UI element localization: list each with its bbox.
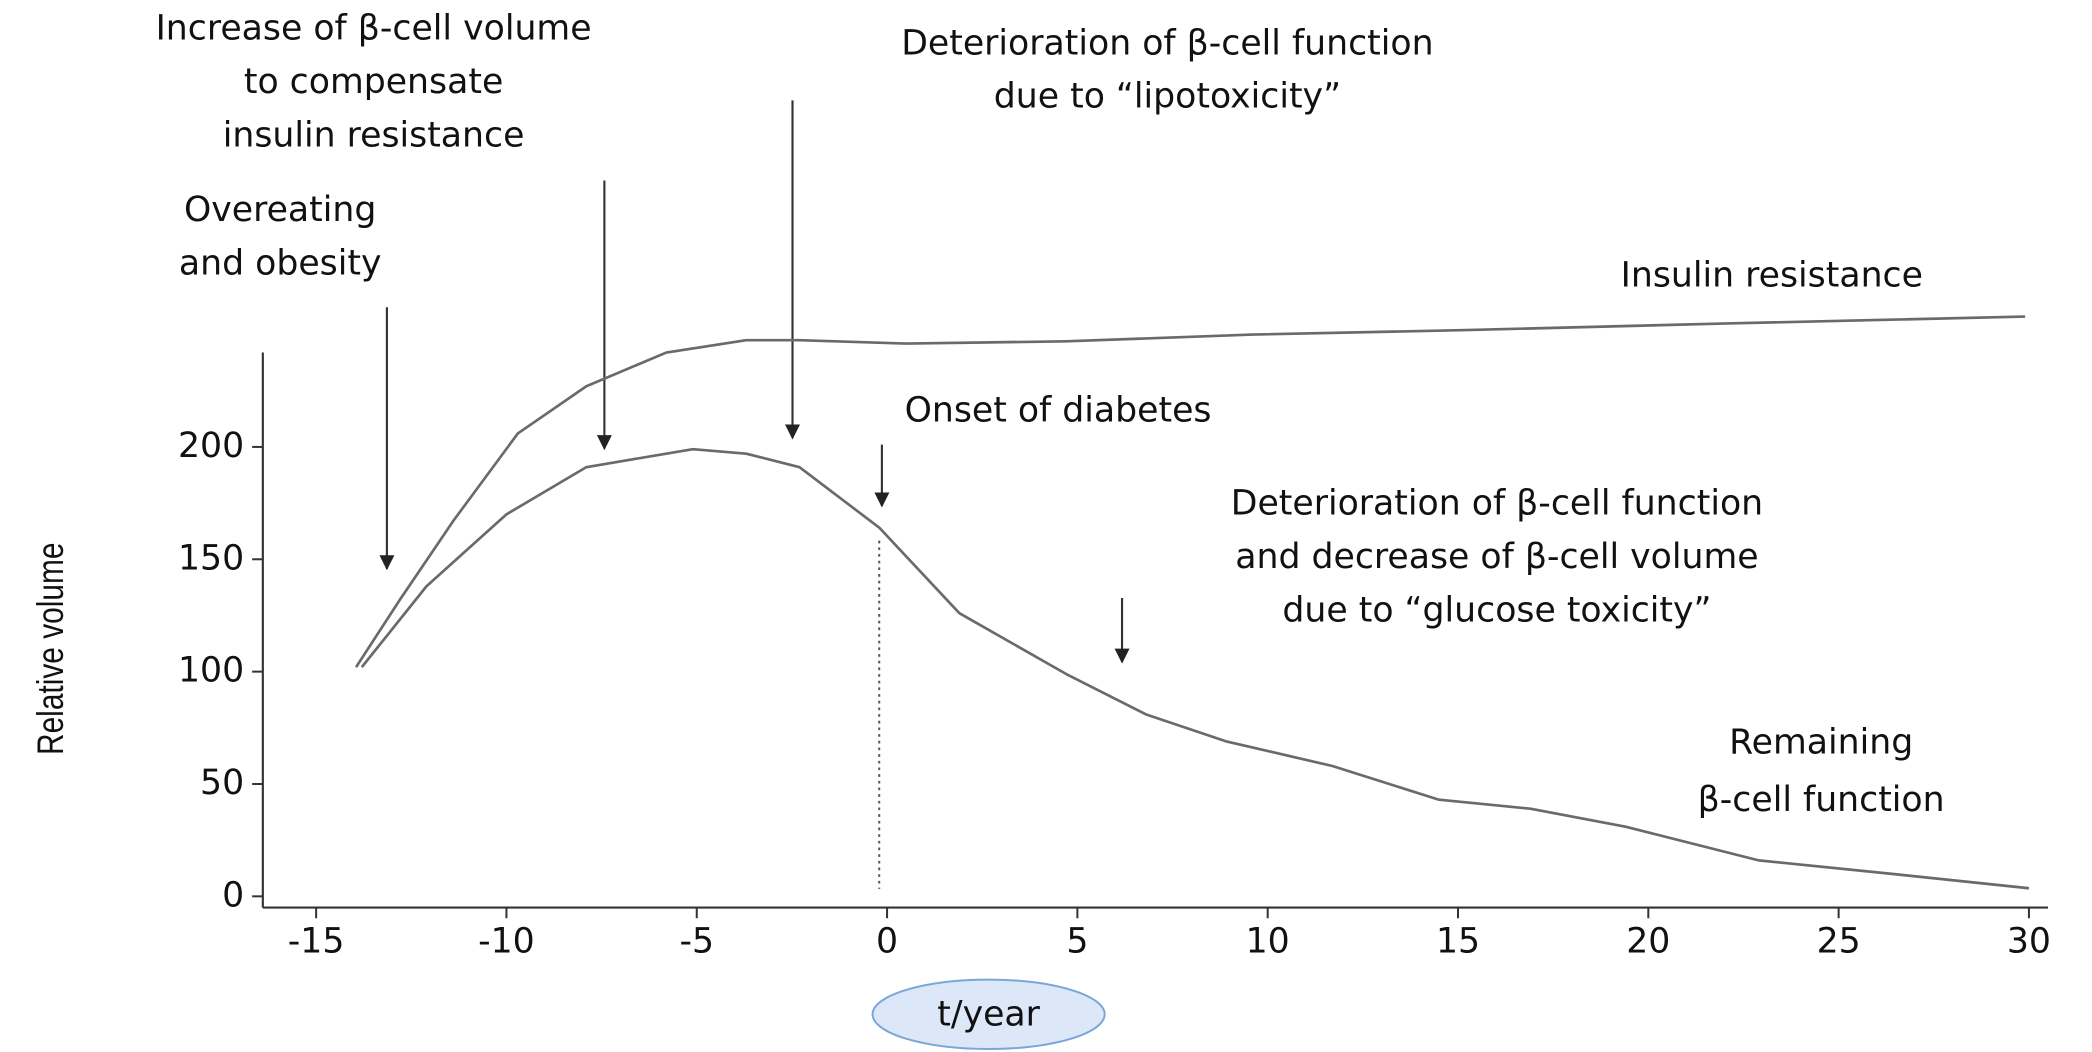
annotation: Deterioration of β-cell function [1231, 484, 1763, 524]
annotation: and obesity [179, 243, 382, 283]
annotation: and decrease of β-cell volume [1235, 537, 1758, 577]
annotation: Insulin resistance [1621, 256, 1923, 296]
annotation: due to “glucose toxicity” [1282, 590, 1711, 630]
y-tick-label: 50 [200, 763, 244, 803]
series-line [354, 315, 2026, 668]
x-tick-label: 20 [1626, 921, 1670, 961]
annotation: Deterioration of β-cell function [901, 23, 1433, 63]
x-tick-label: 25 [1817, 921, 1861, 961]
annotation: Remaining [1729, 722, 1913, 762]
annotation: β-cell function [1698, 780, 1945, 820]
annotation: to compensate [244, 62, 503, 102]
y-tick-label: 200 [178, 426, 244, 466]
x-tick-label: 15 [1436, 921, 1480, 961]
x-tick-label: 10 [1246, 921, 1290, 961]
y-tick-label: 100 [178, 651, 244, 691]
arrows [379, 100, 1130, 664]
annotation: Overeating [184, 190, 376, 230]
x-tick-label: 30 [2007, 921, 2051, 961]
x-tick-label: -5 [679, 921, 714, 961]
x-tick-label: 0 [876, 921, 898, 961]
annotation: insulin resistance [223, 115, 525, 155]
x-tick-label: -10 [478, 921, 535, 961]
x-tick-label: 5 [1066, 921, 1088, 961]
annotation: due to “lipotoxicity” [994, 77, 1341, 117]
x-label-badge [871, 978, 1106, 1051]
y-tick-label: 0 [222, 875, 244, 915]
annotation: Onset of diabetes [905, 390, 1212, 430]
annotation: Increase of β-cell volume [156, 9, 592, 49]
x-axis-label: t/year [937, 995, 1040, 1035]
x-tick-label: -15 [288, 921, 345, 961]
y-axis-label: Relative volume [30, 542, 72, 755]
series-line [360, 447, 2030, 890]
y-tick-label: 150 [178, 538, 244, 578]
